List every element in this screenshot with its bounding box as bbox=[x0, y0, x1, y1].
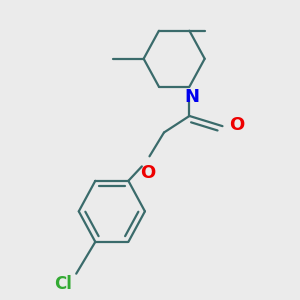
Text: Cl: Cl bbox=[54, 275, 72, 293]
Text: O: O bbox=[140, 164, 155, 182]
Text: N: N bbox=[184, 88, 199, 106]
Text: O: O bbox=[229, 116, 244, 134]
